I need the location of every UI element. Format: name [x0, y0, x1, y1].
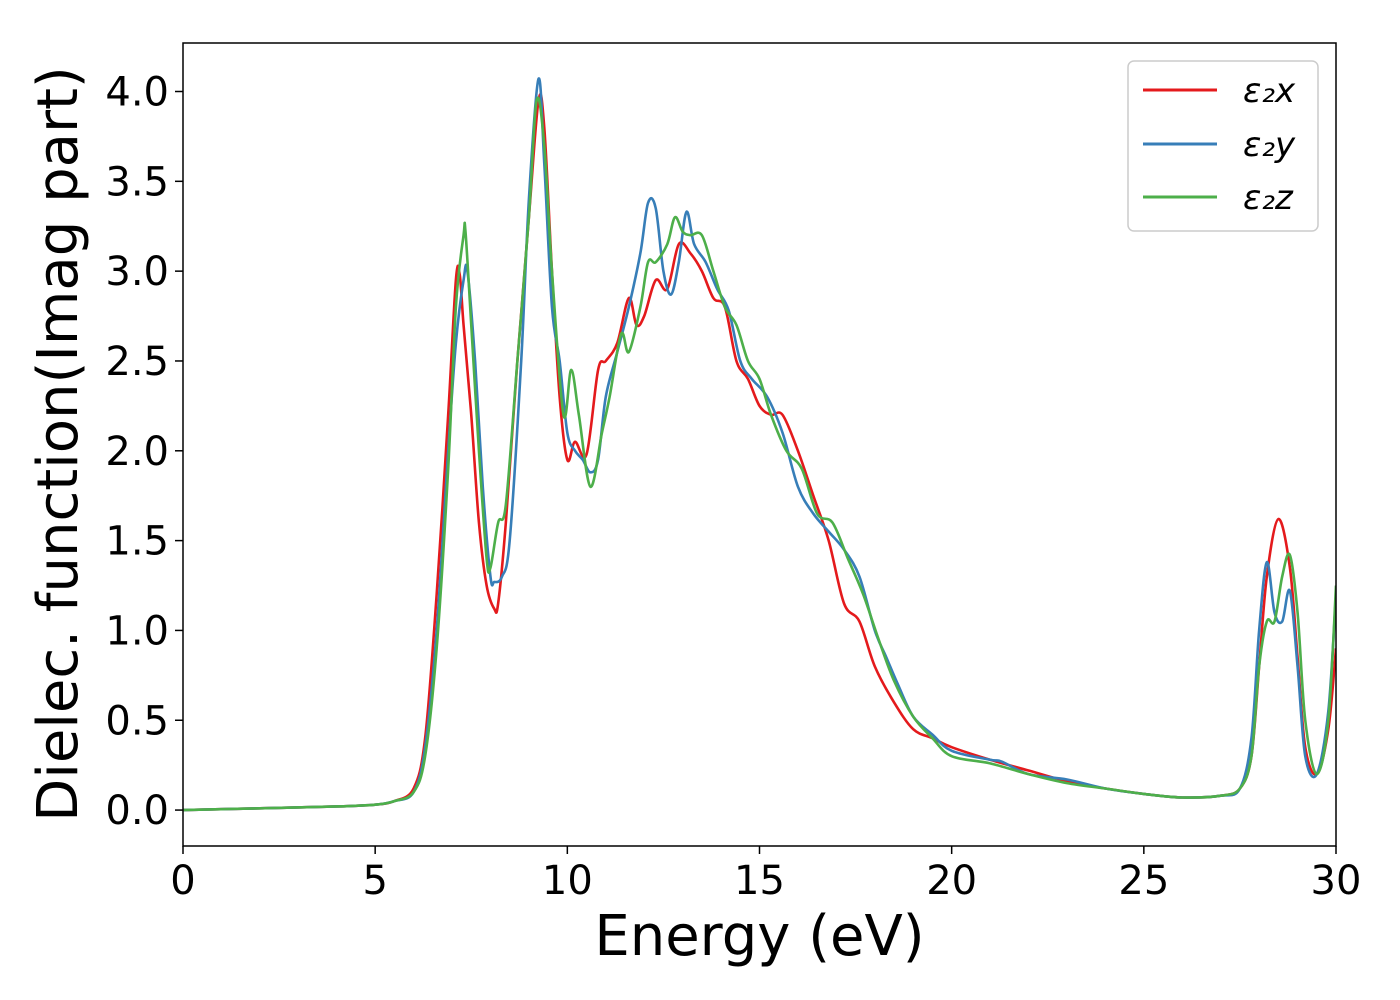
legend-label-ey: ε₂y	[1243, 125, 1296, 165]
series-line-2	[183, 96, 1336, 812]
x-tick-label: 10	[542, 858, 593, 904]
y-tick-label: 3.0	[105, 249, 169, 295]
y-tick-label: 4.0	[105, 70, 169, 116]
x-tick-label: 5	[362, 858, 387, 904]
y-tick-label: 1.0	[105, 608, 169, 654]
legend-label-ex: ε₂x	[1243, 71, 1296, 111]
y-tick-label: 0.5	[105, 698, 169, 744]
y-tick-label: 2.0	[105, 429, 169, 475]
y-tick-label: 1.5	[105, 519, 169, 565]
x-tick-label: 20	[926, 858, 977, 904]
y-axis-ticks: 0.0 0.5 1.0 1.5 2.0 2.5 3.0 3.5 4.0	[105, 70, 183, 834]
x-tick-label: 15	[734, 858, 785, 904]
y-axis-title: Dielec. function(Imag part)	[26, 66, 91, 822]
x-axis-ticks: 0 5 10 15 20 25 30	[170, 846, 1361, 904]
y-tick-label: 2.5	[105, 339, 169, 385]
y-tick-label: 0.0	[105, 788, 169, 834]
legend-label-ez: ε₂z	[1243, 178, 1294, 218]
x-tick-label: 25	[1118, 858, 1169, 904]
x-axis-title: Energy (eV)	[594, 904, 924, 969]
legend-box	[1127, 60, 1319, 232]
x-tick-label: 0	[170, 858, 195, 904]
x-tick-label: 30	[1311, 858, 1362, 904]
legend: ε₂x ε₂y ε₂z	[1127, 60, 1319, 232]
y-tick-label: 3.5	[105, 159, 169, 205]
series-layer	[183, 77, 1336, 812]
